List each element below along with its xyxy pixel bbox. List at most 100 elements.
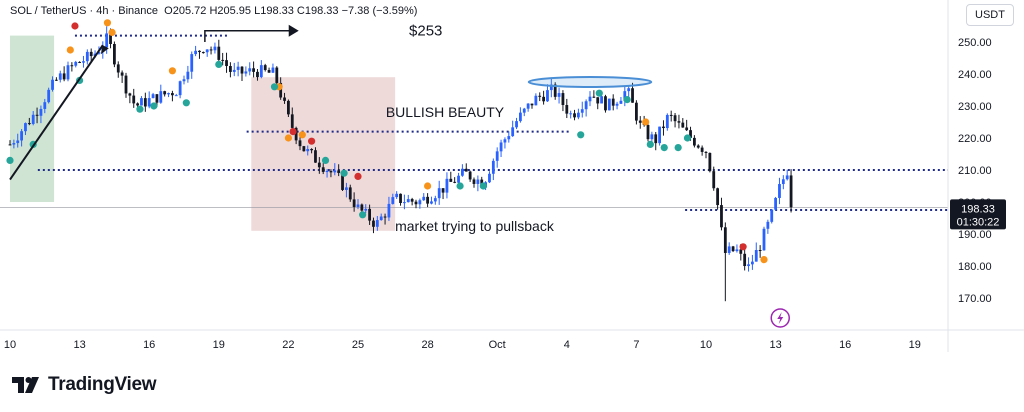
candle-body: [105, 33, 109, 48]
candle-body: [468, 171, 472, 180]
candle: [47, 87, 51, 104]
candle-body: [596, 97, 600, 104]
candle-body: [441, 188, 445, 193]
y-tick-label: 230.00: [958, 101, 992, 113]
candle: [287, 99, 290, 118]
candle: [704, 151, 708, 159]
candle-body: [109, 33, 112, 45]
x-tick-label: 16: [143, 339, 155, 351]
signal-dot: [136, 105, 144, 113]
candle-body: [275, 67, 279, 83]
candle: [205, 49, 209, 57]
candle-body: [58, 73, 62, 80]
x-tick-label: 25: [352, 339, 364, 351]
candle: [472, 177, 476, 188]
candle: [758, 245, 762, 258]
signal-dots: [6, 19, 768, 264]
candle-body: [248, 68, 252, 72]
symbol-interval[interactable]: 4h: [96, 5, 109, 17]
candle: [433, 195, 437, 205]
candle-body: [476, 179, 480, 184]
candle-body: [217, 46, 221, 60]
candle: [325, 169, 329, 178]
candle: [267, 67, 271, 73]
signal-dot: [642, 118, 650, 126]
trend-arrow-head: [100, 45, 109, 55]
candle: [221, 52, 225, 66]
candle: [58, 70, 62, 83]
candle-body: [74, 61, 78, 66]
candle-body: [561, 93, 565, 106]
candle-body: [24, 123, 27, 132]
signal-dot: [359, 211, 367, 219]
candle-body: [97, 52, 101, 54]
ohlc-low: L198.33: [254, 5, 294, 17]
candle-body: [592, 96, 596, 98]
signal-dot: [71, 22, 79, 30]
candle: [693, 135, 696, 148]
candle: [468, 170, 472, 182]
candle: [627, 85, 631, 98]
candle-body: [445, 178, 449, 193]
symbol-pair[interactable]: SOL / TetherUS: [10, 5, 87, 17]
candle-body: [607, 98, 611, 111]
candle-body: [511, 127, 515, 137]
candle: [356, 199, 360, 210]
candle: [8, 140, 12, 146]
candle: [785, 169, 789, 181]
candle: [85, 49, 89, 65]
candle: [321, 163, 325, 175]
candle-body: [418, 200, 422, 205]
candle-body: [136, 103, 139, 106]
signal-dot: [674, 144, 682, 152]
candle: [124, 72, 128, 98]
candle-body: [588, 96, 592, 102]
candle-body: [430, 201, 433, 204]
candle-body: [573, 113, 576, 118]
candle: [604, 94, 607, 113]
candle: [399, 193, 402, 206]
candle: [754, 242, 758, 262]
candle-body: [236, 66, 240, 70]
candle: [592, 90, 596, 98]
candle: [414, 199, 418, 209]
candle: [561, 90, 565, 112]
candle: [310, 148, 313, 154]
candle-body: [727, 246, 731, 253]
candle: [662, 120, 665, 136]
signal-dot: [340, 169, 348, 177]
price-countdown: 01:30:22: [957, 216, 1000, 228]
candle: [723, 222, 727, 302]
candle: [236, 61, 240, 77]
candle-body: [27, 123, 31, 125]
candle-body: [209, 49, 213, 51]
candle-body: [426, 196, 429, 204]
candle: [635, 100, 638, 125]
candle: [395, 191, 399, 200]
candle-body: [669, 114, 673, 116]
candle-body: [526, 103, 530, 109]
candle-body: [696, 145, 700, 148]
candle-body: [8, 144, 12, 146]
candle-body: [546, 90, 549, 102]
candle-body: [464, 168, 468, 172]
candle-body: [341, 172, 344, 190]
candle-body: [751, 261, 754, 265]
candle-body: [240, 66, 244, 74]
signal-dot: [595, 89, 603, 97]
candle: [178, 80, 182, 99]
candle: [113, 41, 116, 68]
candle: [770, 208, 774, 224]
currency-button[interactable]: USDT: [966, 4, 1014, 26]
tradingview-logo-icon: [12, 377, 39, 393]
chart-annotation: BULLISH BEAUTY: [386, 104, 505, 120]
candle-body: [743, 253, 747, 267]
candle: [12, 139, 16, 149]
signal-dot: [354, 172, 362, 180]
candle: [410, 197, 414, 206]
candle: [507, 131, 511, 143]
candle-body: [89, 51, 93, 57]
ohlc-close: C198.33: [296, 5, 339, 17]
candle-body: [140, 98, 143, 106]
